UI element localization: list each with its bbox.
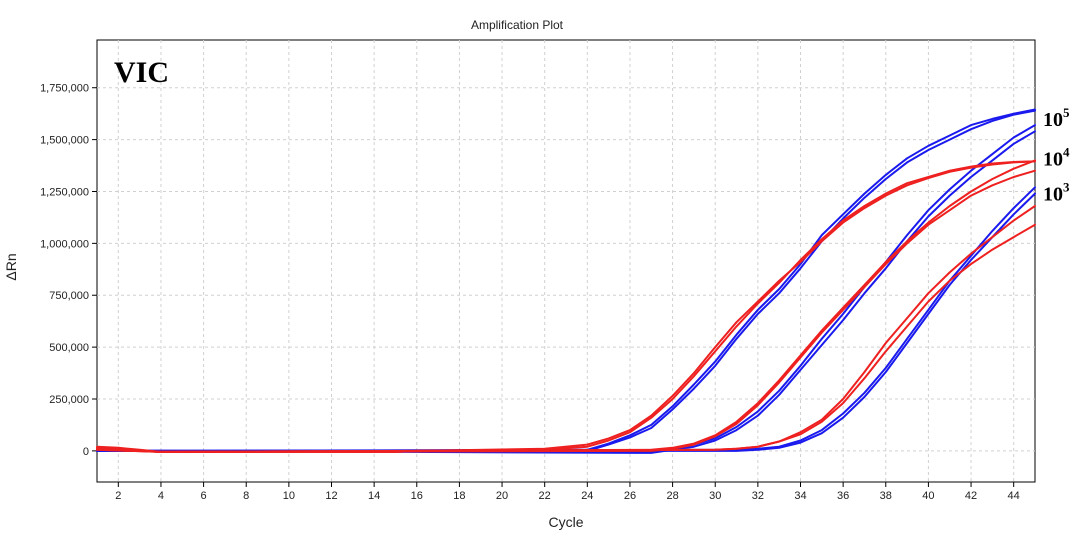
x-axis-ticks: 2 4 6 8 10 12 14 16 18 20 22 24 26 28 30 32 34 36 38 40 42 44 xyxy=(115,482,1020,502)
amplification-curve-red-12 xyxy=(96,223,1036,453)
concentration-label: 105 xyxy=(1043,105,1070,131)
y-tick-label: 250,000 xyxy=(49,394,89,406)
y-tick-label: 1,500,000 xyxy=(40,135,89,147)
series-group xyxy=(96,108,1036,454)
chart-title: Amplification Plot xyxy=(471,18,564,32)
x-tick-label: 42 xyxy=(965,490,977,502)
x-tick-label: 44 xyxy=(1008,490,1020,502)
concentration-annotations: 105 104 103 xyxy=(1043,105,1070,206)
y-tick-label: 750,000 xyxy=(49,290,89,302)
amplification-curve-blue-1 xyxy=(96,109,1036,452)
gridlines xyxy=(97,40,1035,482)
x-axis-label: Cycle xyxy=(548,514,583,530)
x-tick-label: 30 xyxy=(709,490,721,502)
x-tick-label: 16 xyxy=(411,490,423,502)
x-tick-label: 20 xyxy=(496,490,508,502)
x-tick-label: 26 xyxy=(624,490,636,502)
x-tick-label: 18 xyxy=(453,490,465,502)
x-tick-label: 28 xyxy=(666,490,678,502)
x-tick-label: 36 xyxy=(837,490,849,502)
dye-label: VIC xyxy=(114,56,169,89)
x-tick-label: 32 xyxy=(752,490,764,502)
amplification-curve-red-10 xyxy=(96,159,1036,453)
x-tick-label: 22 xyxy=(539,490,551,502)
x-tick-label: 38 xyxy=(880,490,892,502)
amplification-curve-blue-2 xyxy=(96,108,1036,452)
y-tick-label: 0 xyxy=(83,446,89,458)
x-tick-label: 4 xyxy=(158,490,164,502)
x-tick-label: 6 xyxy=(201,490,207,502)
y-axis-ticks: 0 250,000 500,000 750,000 1,000,000 1,250,000… xyxy=(40,83,97,458)
y-tick-label: 1,000,000 xyxy=(40,238,89,250)
x-tick-label: 8 xyxy=(243,490,249,502)
x-tick-label: 10 xyxy=(283,490,295,502)
x-tick-label: 40 xyxy=(922,490,934,502)
x-tick-label: 14 xyxy=(368,490,380,502)
x-tick-label: 12 xyxy=(325,490,337,502)
amplification-curve-blue-5 xyxy=(96,192,1036,452)
concentration-label: 104 xyxy=(1043,144,1070,170)
plot-area xyxy=(96,39,1036,483)
x-tick-label: 34 xyxy=(794,490,806,502)
y-tick-label: 500,000 xyxy=(49,342,89,354)
concentration-label: 103 xyxy=(1043,180,1070,206)
x-tick-label: 2 xyxy=(115,490,121,502)
y-axis-label: ΔRn xyxy=(3,253,19,280)
y-tick-label: 1,750,000 xyxy=(40,83,89,95)
x-tick-label: 24 xyxy=(581,490,593,502)
y-tick-label: 1,250,000 xyxy=(40,186,89,198)
amplification-curve-blue-3 xyxy=(96,130,1036,454)
